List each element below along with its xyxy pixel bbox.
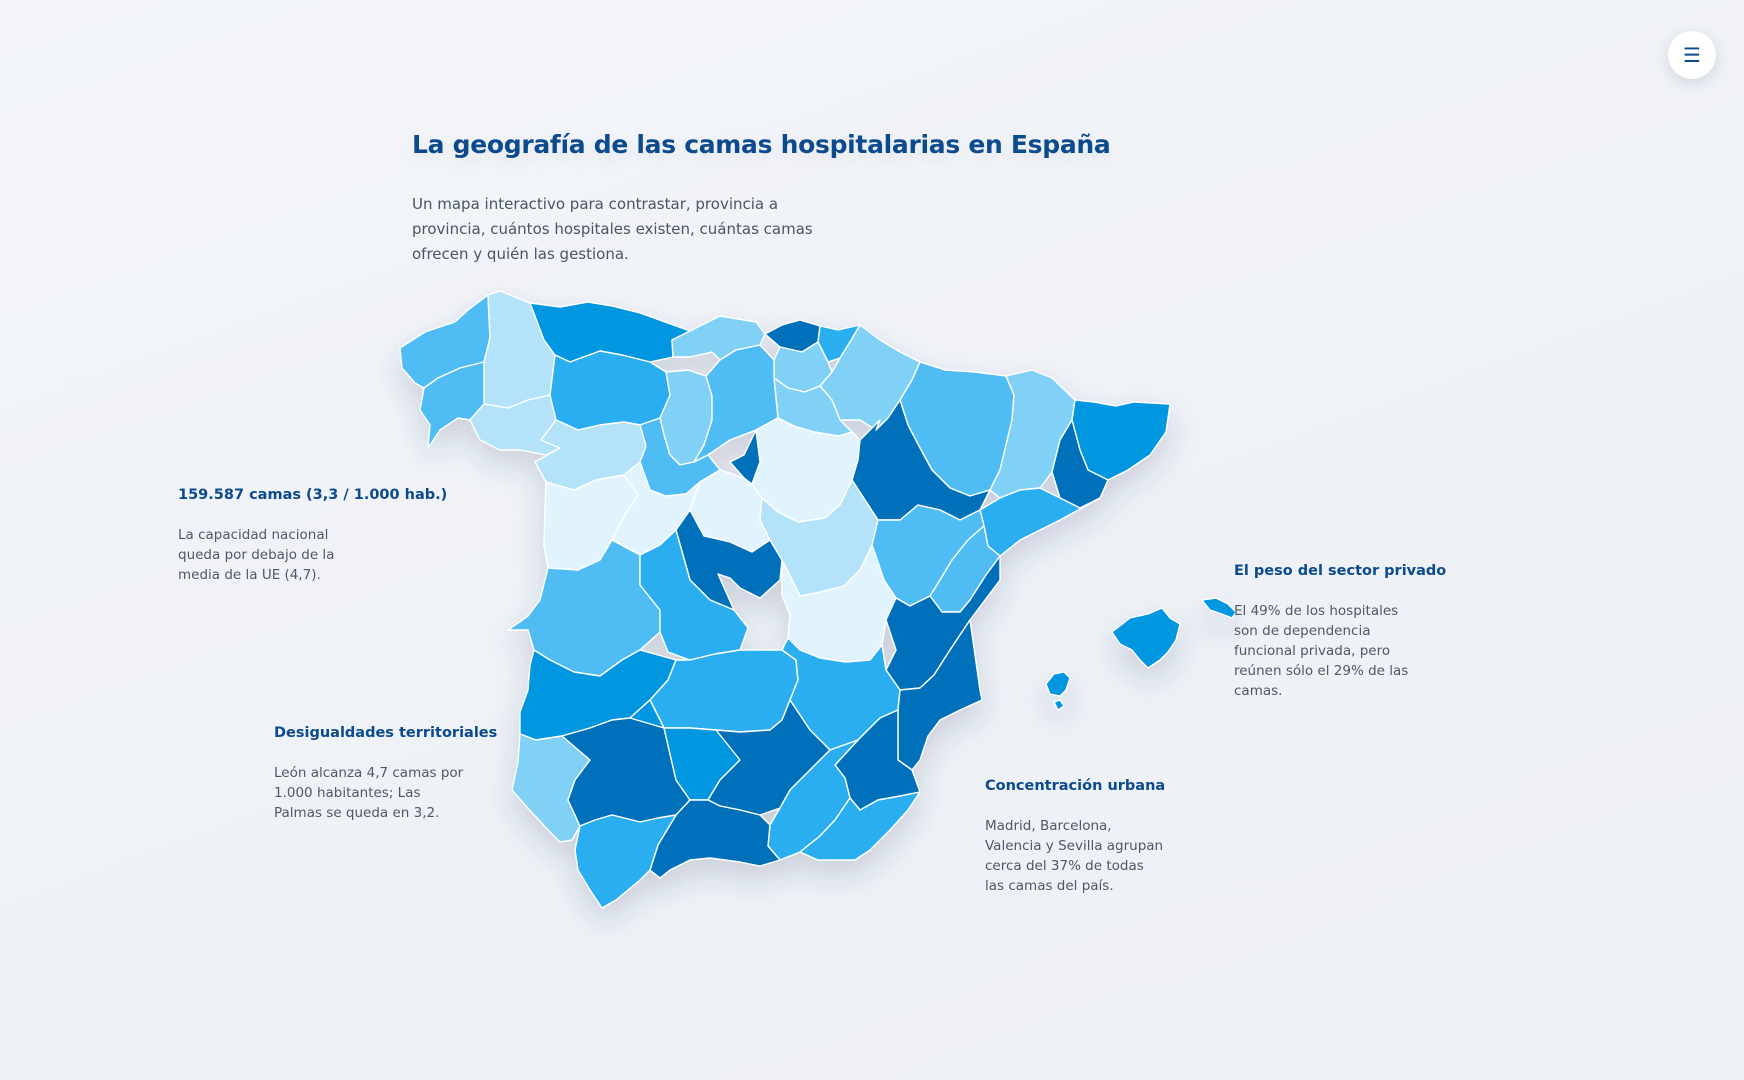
annotation-inequality: Desigualdades territoriales León alcanza… xyxy=(274,725,498,823)
region[interactable]: Almería xyxy=(799,791,921,861)
map-regions: A Coruña Lugo Pontevedra Ourense Asturia… xyxy=(399,290,1237,909)
annotation-title: El peso del sector privado xyxy=(1234,563,1447,579)
region[interactable]: Formentera xyxy=(1053,699,1065,711)
annotation-title: Desigualdades territoriales xyxy=(274,725,498,741)
region[interactable]: Cádiz xyxy=(574,814,677,909)
annotation-text: El 49% de los hospitales son de dependen… xyxy=(1234,603,1409,699)
region[interactable]: León xyxy=(549,350,671,431)
annotation-text: León alcanza 4,7 camas por 1.000 habitan… xyxy=(274,765,464,821)
annotation-title: Concentración urbana xyxy=(985,778,1166,794)
region[interactable]: Cuenca xyxy=(781,544,897,663)
page-title: La geografía de las camas hospitalarias … xyxy=(412,130,1111,159)
menu-button[interactable]: ☰ xyxy=(1668,31,1716,79)
annotation-urban: Concentración urbana Madrid, Barcelona, … xyxy=(985,778,1185,896)
annotation-text: Madrid, Barcelona, Valencia y Sevilla ag… xyxy=(985,818,1164,894)
menu-icon: ☰ xyxy=(1683,43,1701,67)
region[interactable]: Mallorca xyxy=(1111,607,1181,669)
annotation-total-beds: 159.587 camas (3,3 / 1.000 hab.) La capa… xyxy=(178,487,448,585)
region[interactable]: Ibiza xyxy=(1045,671,1071,697)
annotation-private-sector: El peso del sector privado El 49% de los… xyxy=(1234,563,1454,701)
region[interactable]: Málaga xyxy=(649,799,781,879)
region[interactable]: Menorca xyxy=(1201,597,1237,619)
annotation-title: 159.587 camas (3,3 / 1.000 hab.) xyxy=(178,487,448,503)
annotation-text: La capacidad nacional queda por debajo d… xyxy=(178,527,335,583)
page-subtitle: Un mapa interactivo para contrastar, pro… xyxy=(412,195,813,263)
region[interactable]: Pontevedra xyxy=(419,361,485,449)
